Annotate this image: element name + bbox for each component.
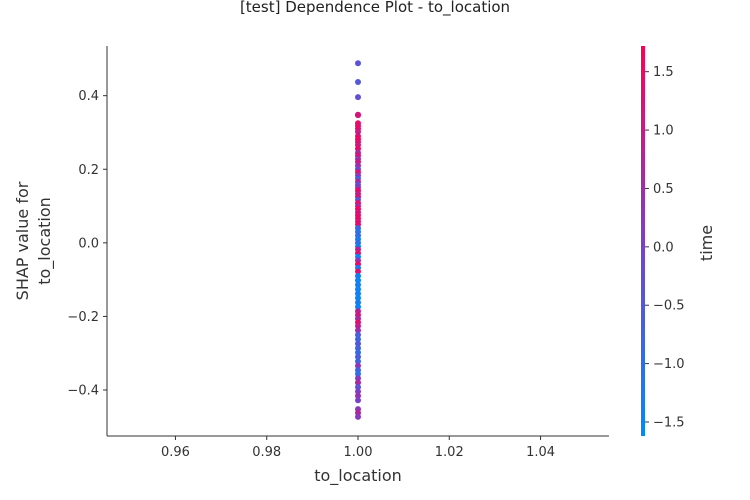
x-tick-label: 1.02 (435, 445, 464, 460)
data-point (355, 290, 361, 297)
y-tick-label: 0.0 (78, 236, 99, 251)
colorbar-tick-label: −1.5 (653, 415, 685, 430)
x-tick-label: 0.96 (161, 445, 190, 460)
data-point (355, 362, 361, 369)
colorbar-gradient (641, 46, 645, 436)
x-tick-label: 1.04 (526, 445, 555, 460)
data-point (355, 60, 361, 67)
data-points (355, 60, 361, 420)
data-point (355, 397, 361, 404)
data-point (355, 295, 361, 302)
data-point (355, 272, 361, 279)
data-point (355, 345, 361, 352)
data-point (355, 336, 361, 343)
colorbar-ticks: −1.5 −1.0 −0.5 0.0 0.5 1.0 1.5 (645, 65, 685, 430)
data-point (355, 299, 361, 306)
data-point (355, 277, 361, 284)
data-point (355, 379, 361, 386)
data-point (355, 303, 361, 310)
data-point (355, 384, 361, 391)
data-point (355, 358, 361, 365)
colorbar-label: time (697, 225, 716, 261)
x-tick-label: 1.00 (344, 445, 373, 460)
colorbar-tick-label: 1.5 (653, 65, 674, 80)
colorbar-tick-label: −0.5 (653, 299, 685, 314)
data-point (355, 370, 361, 377)
y-tick-label: −0.2 (67, 310, 99, 325)
y-tick-label: −0.4 (67, 384, 99, 399)
data-point (355, 331, 361, 338)
y-tick-label: 0.4 (78, 89, 99, 104)
data-point (355, 268, 361, 275)
data-point (355, 340, 361, 347)
y-ticks: −0.4 −0.2 0.0 0.2 0.4 (67, 89, 107, 399)
data-point (355, 375, 361, 382)
data-point (355, 349, 361, 356)
y-axis-label-line-1: SHAP value for (13, 181, 32, 300)
data-point (355, 286, 361, 293)
y-tick-label: 0.2 (78, 163, 99, 178)
data-point (355, 94, 361, 101)
colorbar-tick-label: 0.0 (653, 240, 674, 255)
data-point (355, 112, 361, 119)
x-ticks: 0.96 0.98 1.00 1.02 1.04 (161, 436, 555, 460)
data-point (355, 327, 361, 334)
y-axis-label: SHAP value for to_location (13, 181, 55, 300)
data-point (355, 79, 361, 86)
data-point (355, 388, 361, 395)
x-axis-label: to_location (314, 466, 402, 486)
data-point (355, 392, 361, 399)
colorbar-tick-label: −1.0 (653, 357, 685, 372)
colorbar-tick-label: 0.5 (653, 182, 674, 197)
data-point (355, 322, 361, 329)
x-tick-label: 0.98 (252, 445, 281, 460)
data-point (355, 353, 361, 360)
data-point (355, 128, 361, 135)
data-point (355, 413, 361, 420)
y-axis-label-line-2: to_location (35, 197, 55, 285)
data-point (355, 281, 361, 288)
colorbar-tick-label: 1.0 (653, 124, 674, 139)
chart-title: [test] Dependence Plot - to_location (240, 0, 510, 17)
colorbar: −1.5 −1.0 −0.5 0.0 0.5 1.0 1.5 time (641, 46, 716, 436)
plot-area: 0.96 0.98 1.00 1.02 1.04 −0.4 −0.2 0.0 0.2 0.4 (67, 46, 609, 460)
